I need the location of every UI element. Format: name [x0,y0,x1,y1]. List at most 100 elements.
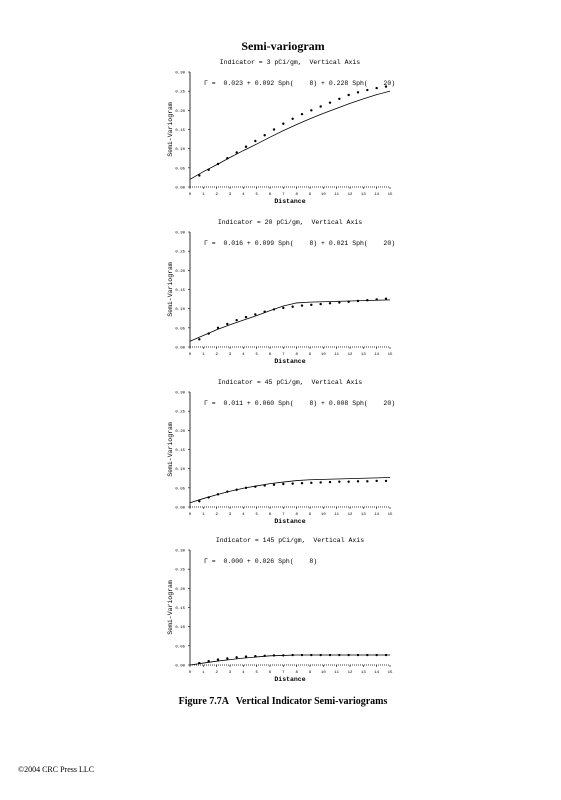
data-point [356,653,360,657]
chart: Indicator = 145 pCi/gm, Vertical Axis Γ =… [167,537,393,683]
x-tick-label: 3 [229,193,232,197]
data-point [198,174,201,177]
data-point [375,86,378,90]
x-tick-label: 15 [388,671,393,675]
x-tick-label: 13 [361,671,366,675]
x-tick-label: 5 [255,671,258,675]
x-tick-label: 4 [242,671,245,675]
data-point [244,486,248,490]
data-point [328,101,332,104]
data-point [375,298,378,301]
x-tick-label: 6 [269,671,272,675]
x-tick-label: 10 [321,671,326,675]
x-tick-label: 2 [215,671,218,675]
x-tick-label: 3 [229,513,232,517]
x-tick-label: 5 [255,353,258,357]
x-tick-label: 9 [309,671,312,675]
data-point [235,151,238,154]
x-axis-label: Distance [274,518,305,525]
x-tick-label: 2 [215,513,218,517]
data-point [207,659,210,663]
data-point [216,658,220,661]
data-point [319,481,322,484]
x-tick-label: 10 [321,513,326,517]
data-point [319,302,322,306]
x-tick-label: 8 [295,671,298,675]
data-point [254,139,257,143]
model-curve [189,654,390,666]
data-point [226,322,229,326]
y-tick-label: 0.30 [175,392,185,396]
y-tick-label: 0.10 [175,468,185,472]
y-axis-label: Semi-Variogram [167,102,174,157]
chart: Indicator = 45 pCi/gm, Vertical Axis Γ = … [167,379,395,525]
y-tick-label: 0.15 [175,289,185,293]
x-tick-label: 1 [202,193,205,197]
data-point [291,482,294,485]
data-point [282,482,285,486]
data-point [291,305,294,308]
y-tick-label: 0.25 [175,91,185,95]
y-tick-label: 0.05 [175,487,185,491]
x-tick-label: 10 [321,193,326,197]
x-tick-label: 14 [374,671,379,675]
page-title: Semi-variogram [241,39,324,53]
data-point [216,162,220,166]
y-tick-label: 0.10 [175,148,185,152]
data-point [207,496,210,499]
data-point [338,480,341,483]
data-point [272,308,276,311]
data-point [356,480,360,483]
x-tick-label: 15 [388,513,393,517]
data-point [300,304,304,307]
data-point [356,91,360,94]
data-point [347,653,350,657]
data-point [328,302,332,305]
x-tick-label: 7 [282,671,285,675]
y-tick-label: 0.00 [175,665,185,669]
x-tick-label: 10 [321,353,326,357]
data-point [244,315,248,319]
data-point [366,88,369,92]
x-tick-label: 5 [255,193,258,197]
footer: ©2004 CRC Press LLC [18,765,94,774]
chart-title: Indicator = 145 pCi/gm, Vertical Axis [216,537,364,544]
data-point [328,480,332,484]
chart: Indicator = 3 pCi/gm, Vertical Axis Γ = 0… [167,59,395,205]
x-tick-label: 4 [242,353,245,357]
data-point [300,482,304,485]
x-tick-label: 13 [361,513,366,517]
y-tick-label: 0.30 [175,550,185,554]
data-point [198,661,201,665]
x-axis-label: Distance [274,198,305,205]
y-tick-label: 0.20 [175,110,185,114]
x-tick-label: 2 [215,353,218,357]
data-point [366,299,369,302]
y-tick-label: 0.20 [175,270,185,274]
x-tick-label: 9 [309,193,312,197]
data-point [235,318,238,322]
x-tick-label: 7 [282,353,285,357]
data-point [282,122,285,125]
data-point [319,105,322,108]
figure-caption: Figure 7.7A Vertical Indicator Semi-vari… [179,696,388,707]
y-axis-label: Semi-Variogram [167,262,174,317]
y-tick-label: 0.00 [175,347,185,351]
annotation: Γ = 0.016 + 0.099 Sph( 8) + 0.021 Sph( 2… [204,240,395,247]
data-point [198,338,201,341]
data-point [319,653,322,657]
data-point [366,653,369,657]
x-tick-label: 1 [202,513,205,517]
data-point [282,306,285,310]
annotation: Γ = 0.023 + 0.092 Sph( 8) + 0.228 Sph( 2… [204,80,395,87]
x-tick-label: 12 [348,513,353,517]
data-point [244,655,248,658]
y-tick-label: 0.10 [175,308,185,312]
y-tick-label: 0.15 [175,129,185,133]
data-point [254,485,257,488]
x-axis-label: Distance [274,676,305,683]
y-tick-label: 0.20 [175,430,185,434]
data-point [375,479,378,483]
x-tick-label: 2 [215,193,218,197]
data-point [338,97,341,101]
